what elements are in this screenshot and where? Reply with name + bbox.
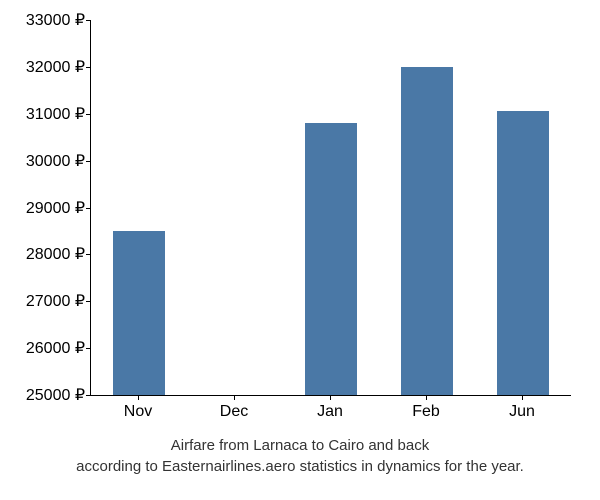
y-axis-label: 31000 ₽ — [5, 104, 85, 124]
y-tick-mark — [86, 67, 91, 68]
caption-line-1: Airfare from Larnaca to Cairo and back — [0, 435, 600, 456]
y-tick-mark — [86, 348, 91, 349]
y-axis-label: 25000 ₽ — [5, 385, 85, 405]
bar — [401, 67, 454, 395]
bar — [305, 123, 358, 395]
x-tick-mark — [234, 395, 235, 400]
y-tick-mark — [86, 208, 91, 209]
y-axis-label: 32000 ₽ — [5, 57, 85, 77]
x-axis-label: Jun — [509, 403, 535, 421]
x-tick-mark — [426, 395, 427, 400]
y-axis-label: 26000 ₽ — [5, 338, 85, 358]
y-axis-label: 33000 ₽ — [5, 10, 85, 30]
airfare-bar-chart: 25000 ₽ 26000 ₽ 27000 ₽ 28000 ₽ 29000 ₽ 30000… — [0, 0, 600, 500]
y-tick-mark — [86, 20, 91, 21]
y-tick-mark — [86, 395, 91, 396]
x-axis-label: Jan — [317, 403, 343, 421]
x-tick-mark — [330, 395, 331, 400]
y-tick-mark — [86, 301, 91, 302]
y-tick-mark — [86, 254, 91, 255]
x-tick-mark — [138, 395, 139, 400]
plot-area — [90, 20, 571, 396]
y-tick-mark — [86, 161, 91, 162]
x-axis-label: Feb — [412, 403, 440, 421]
y-axis-label: 28000 ₽ — [5, 244, 85, 264]
bar — [497, 111, 550, 395]
y-axis-label: 29000 ₽ — [5, 198, 85, 218]
y-axis-label: 27000 ₽ — [5, 291, 85, 311]
caption-line-2: according to Easternairlines.aero statis… — [0, 456, 600, 477]
y-axis-label: 30000 ₽ — [5, 151, 85, 171]
x-axis-label: Dec — [220, 403, 248, 421]
y-tick-mark — [86, 114, 91, 115]
x-axis-label: Nov — [124, 403, 152, 421]
x-tick-mark — [522, 395, 523, 400]
chart-caption: Airfare from Larnaca to Cairo and back a… — [0, 435, 600, 477]
bar — [113, 231, 166, 395]
